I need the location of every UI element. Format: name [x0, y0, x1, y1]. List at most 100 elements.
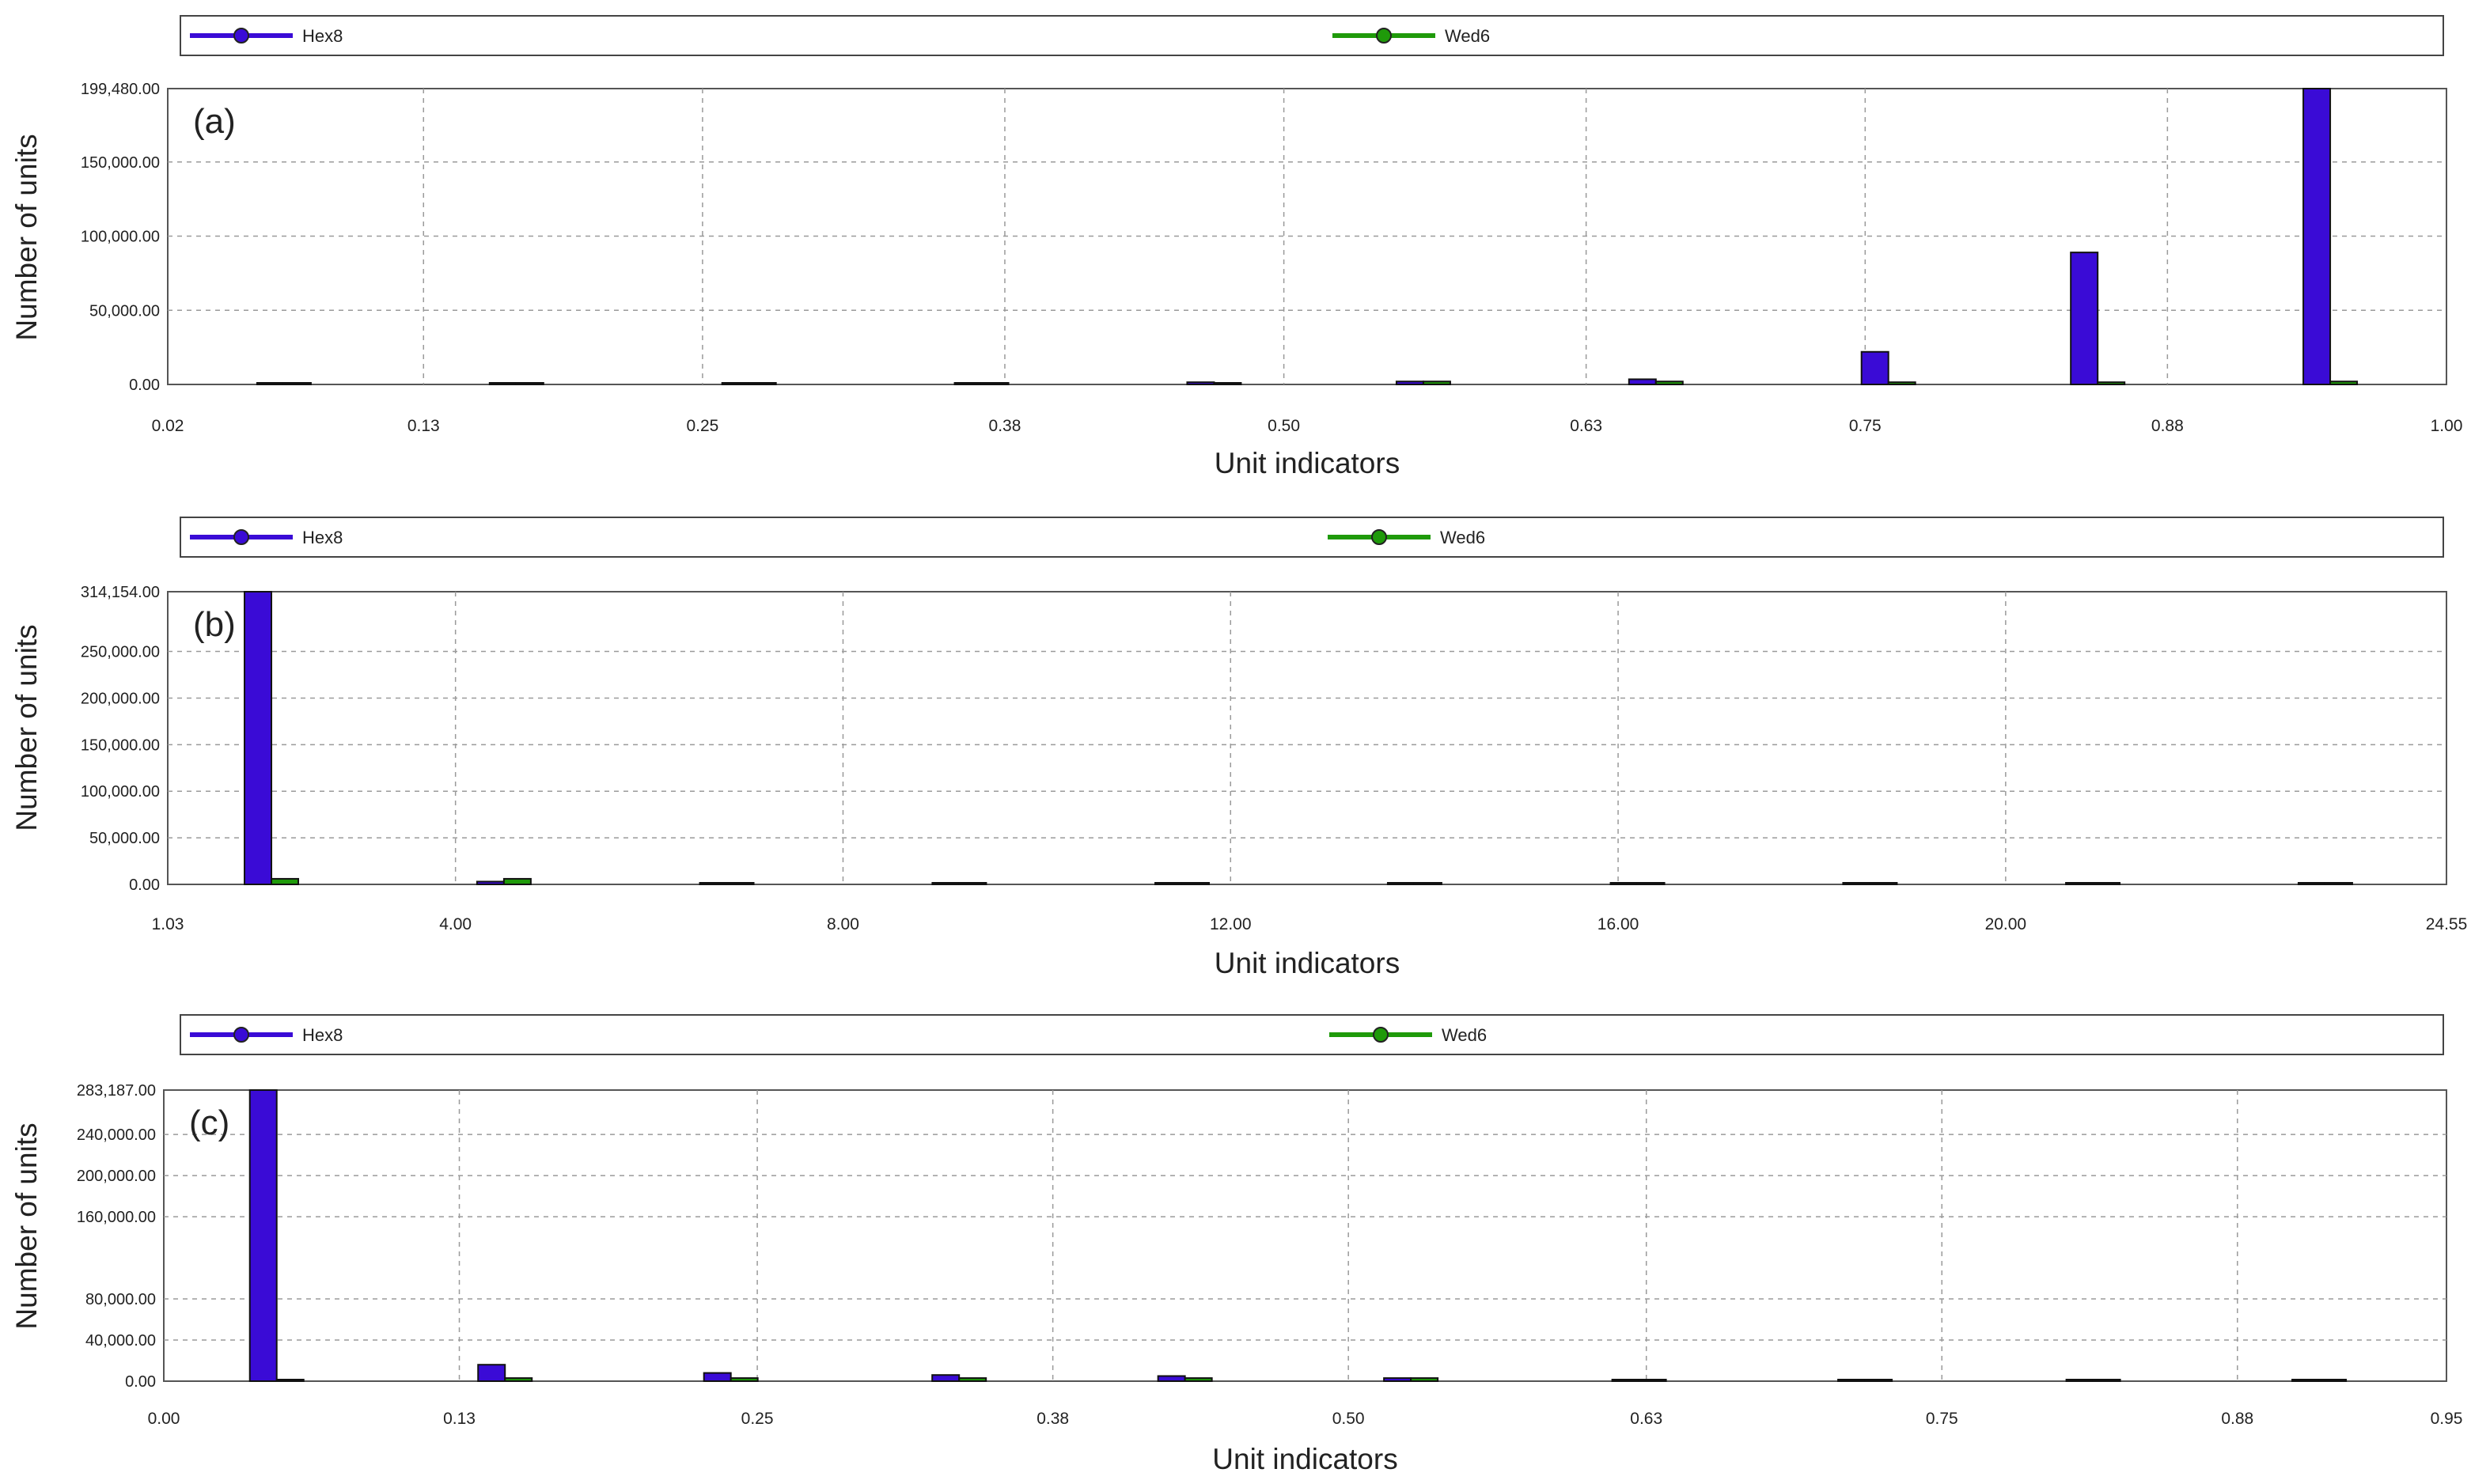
bar-wed6 [502, 877, 532, 885]
bar-hex8 [488, 382, 517, 385]
y-tick-label: 0.00 [125, 1373, 156, 1391]
bar-hex8 [703, 1372, 732, 1382]
bar-wed6 [958, 1377, 987, 1383]
bar-wed6 [2092, 882, 2121, 885]
series-hex8 [248, 1089, 2321, 1383]
bar-wed6 [1213, 382, 1242, 385]
gridlines [168, 592, 2446, 884]
bar-hex8 [244, 591, 273, 885]
bar-wed6 [1184, 1377, 1213, 1383]
x-tick-label: 0.13 [443, 1410, 476, 1428]
bar-wed6 [1864, 1379, 1893, 1382]
x-tick-label: 0.50 [1332, 1410, 1365, 1428]
y-tick-label: 50,000.00 [89, 302, 160, 320]
x-tick-label: 12.00 [1210, 915, 1252, 933]
panel-label: (b) [193, 605, 236, 644]
bar-hex8 [2302, 88, 2332, 385]
legend-label-hex8: Hex8 [302, 528, 343, 547]
legend-label-wed6: Wed6 [1442, 1025, 1487, 1045]
bar-wed6 [2092, 1379, 2121, 1382]
legend: Hex8 Wed6 [180, 15, 2444, 56]
bar-hex8 [1386, 882, 1416, 885]
bar-wed6 [958, 882, 987, 885]
y-tick-label: 0.00 [129, 876, 160, 894]
legend-label-wed6: Wed6 [1445, 26, 1490, 46]
bar-hex8 [699, 882, 728, 885]
x-tick-label: 16.00 [1597, 915, 1639, 933]
bar-wed6 [504, 1377, 533, 1383]
bar-wed6 [1636, 882, 1666, 885]
bar-wed6 [1410, 1377, 1439, 1383]
bar-wed6 [282, 382, 312, 385]
bar-hex8 [2291, 1379, 2321, 1382]
bar-hex8 [1186, 381, 1215, 385]
bar-hex8 [1383, 1377, 1412, 1383]
y-tick-label: 200,000.00 [77, 1168, 156, 1185]
x-axis-title: Unit indicators [1215, 947, 1400, 979]
bar-wed6 [1181, 882, 1211, 885]
bar-wed6 [1887, 381, 1916, 385]
bar-hex8 [476, 880, 505, 885]
x-tick-label: 0.25 [741, 1410, 774, 1428]
bar-wed6 [1869, 882, 1898, 885]
bar-hex8 [2065, 882, 2094, 885]
x-tick-label: 0.75 [1926, 1410, 1958, 1428]
y-tick-label: 314,154.00 [81, 584, 160, 601]
bar-wed6 [2329, 380, 2359, 385]
bar-wed6 [1422, 380, 1451, 385]
series-wed6 [282, 380, 2359, 385]
bar-hex8 [1609, 882, 1639, 885]
legend-label-wed6: Wed6 [1440, 528, 1485, 547]
x-tick-label: 0.38 [989, 417, 1021, 435]
legend-marker-wed6 [1376, 28, 1392, 44]
bar-hex8 [953, 382, 983, 385]
bar-hex8 [1395, 380, 1424, 385]
y-tick-label: 199,480.00 [81, 81, 160, 98]
y-tick-label: 100,000.00 [81, 229, 160, 246]
bar-hex8 [1628, 378, 1657, 385]
x-tick-label: 0.38 [1037, 1410, 1069, 1428]
plot-area [163, 1089, 2447, 1382]
x-tick-label: 0.25 [686, 417, 718, 435]
x-tick-label: 20.00 [1985, 915, 2027, 933]
x-tick-label: 8.00 [827, 915, 859, 933]
legend-marker-hex8 [233, 28, 249, 44]
bar-wed6 [2318, 1379, 2348, 1382]
legend: Hex8 Wed6 [180, 517, 2444, 558]
bar-wed6 [1654, 380, 1684, 385]
y-tick-label: 100,000.00 [81, 783, 160, 801]
y-tick-label: 0.00 [129, 377, 160, 394]
y-tick-label: 80,000.00 [85, 1291, 156, 1308]
legend-label-hex8: Hex8 [302, 1025, 343, 1045]
gridlines [164, 1090, 2446, 1381]
y-tick-label: 50,000.00 [89, 830, 160, 847]
bar-wed6 [748, 382, 777, 385]
bar-hex8 [1860, 350, 1889, 385]
legend-box [180, 1014, 2444, 1055]
x-tick-label: 0.50 [1268, 417, 1300, 435]
x-tick-label: 1.03 [152, 915, 184, 933]
x-tick-label: 1.00 [2431, 417, 2463, 435]
x-tick-label: 0.13 [407, 417, 440, 435]
bar-hex8 [1837, 1379, 1867, 1382]
series-wed6 [275, 1377, 2348, 1383]
bar-wed6 [2324, 882, 2353, 885]
legend-marker-wed6 [1373, 1027, 1389, 1043]
bar-wed6 [1638, 1379, 1667, 1382]
y-tick-label: 150,000.00 [81, 736, 160, 754]
panel-label: (a) [193, 102, 236, 141]
bar-hex8 [931, 1374, 961, 1382]
y-tick-label: 250,000.00 [81, 644, 160, 661]
bar-wed6 [980, 382, 1010, 385]
bar-hex8 [1157, 1375, 1186, 1383]
bar-hex8 [721, 382, 750, 385]
bar-wed6 [730, 1377, 759, 1383]
bar-wed6 [275, 1379, 305, 1382]
x-axis-title: Unit indicators [1215, 447, 1400, 479]
chart-panel-2: Hex8 Wed6 1.03 4.00 8.00 12.00 16.00 20.00 24.55… [10, 517, 2467, 979]
gridlines [168, 89, 2446, 384]
legend-box [180, 517, 2444, 558]
legend-box [180, 15, 2444, 56]
x-tick-label: 0.63 [1570, 417, 1602, 435]
